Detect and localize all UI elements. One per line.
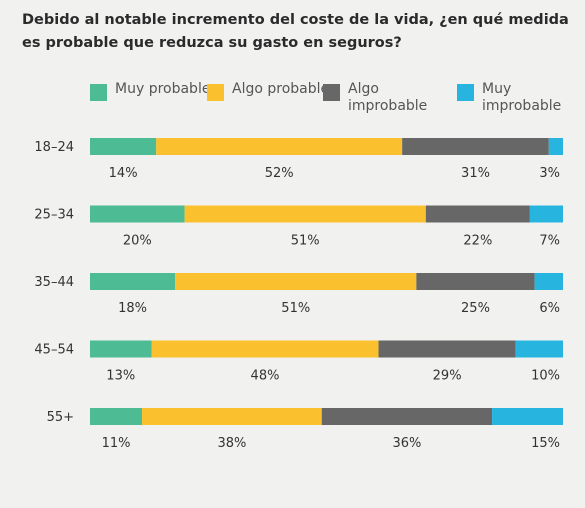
legend-swatch-algo-improbable	[323, 84, 340, 101]
bar-segment	[142, 408, 322, 425]
value-label: 10%	[531, 369, 560, 384]
value-label: 20%	[123, 234, 152, 249]
legend-label-muy-probable: Muy probable	[115, 81, 211, 97]
bar-segment	[90, 273, 176, 290]
value-label: 3%	[539, 166, 560, 181]
legend-swatch-algo-probable	[207, 84, 224, 101]
value-label: 6%	[539, 301, 560, 316]
bar-segment	[402, 138, 549, 155]
category-label: 35–44	[34, 275, 74, 290]
value-label: 29%	[433, 369, 462, 384]
bar-segment	[321, 408, 493, 425]
value-label: 22%	[463, 234, 492, 249]
bar-segment	[90, 205, 185, 223]
bar-segment	[175, 273, 417, 290]
bar-segment	[151, 340, 379, 358]
legend-swatch-muy-probable	[90, 84, 107, 101]
value-label: 52%	[265, 166, 294, 181]
bar-segment	[416, 273, 535, 290]
value-label: 36%	[392, 436, 421, 451]
value-label: 51%	[281, 301, 310, 316]
legend-label-muy-improbable: Muy improbable	[482, 81, 562, 114]
legend-label-algo-probable: Algo probable	[232, 81, 330, 97]
category-label: 25–34	[34, 208, 74, 223]
bar-segment	[184, 205, 426, 223]
bar-segment	[529, 205, 563, 223]
bar-segment	[378, 340, 516, 358]
legend-swatch-muy-improbable	[457, 84, 474, 101]
value-label: 13%	[106, 369, 135, 384]
bar-segment	[534, 273, 563, 290]
value-label: 7%	[539, 234, 560, 249]
value-label: 25%	[461, 301, 490, 316]
category-label: 55+	[47, 410, 74, 425]
value-label: 38%	[217, 436, 246, 451]
bar-segment	[156, 138, 403, 155]
bar-segment	[492, 408, 563, 425]
bar-segment	[90, 408, 143, 425]
category-label: 45–54	[34, 343, 74, 358]
value-label: 51%	[291, 234, 320, 249]
bar-segment	[548, 138, 563, 155]
bar-segment	[425, 205, 530, 223]
category-label: 18–24	[34, 140, 74, 155]
bar-segment	[515, 340, 563, 358]
value-label: 31%	[461, 166, 490, 181]
value-label: 15%	[531, 436, 560, 451]
value-label: 48%	[251, 369, 280, 384]
bar-segment	[90, 340, 152, 358]
value-label: 11%	[102, 436, 131, 451]
chart-title: Debido al notable incremento del coste d…	[22, 12, 569, 51]
value-label: 14%	[109, 166, 138, 181]
legend-label-algo-improbable: Algo improbable	[348, 81, 428, 114]
value-label: 18%	[118, 301, 147, 316]
bar-segment	[90, 138, 157, 155]
